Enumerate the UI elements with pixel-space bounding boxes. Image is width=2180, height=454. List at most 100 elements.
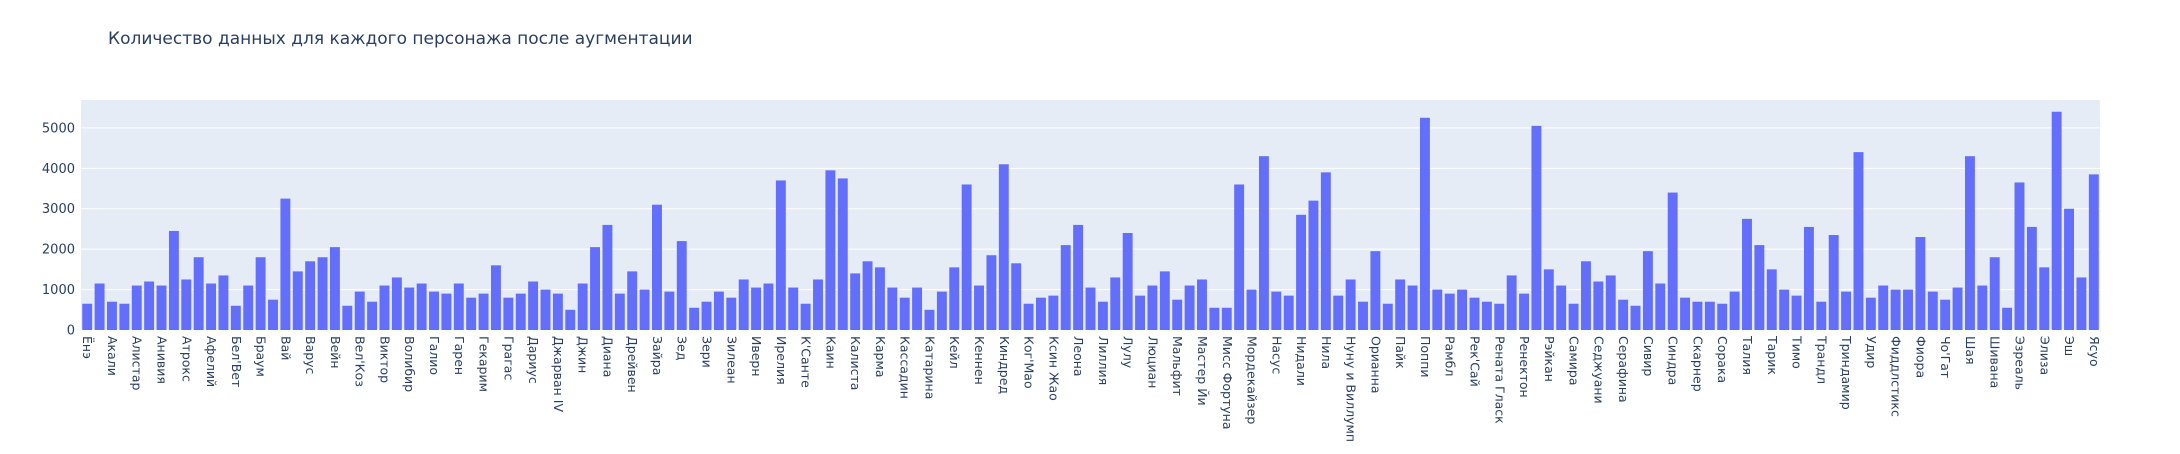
bar (1122, 232, 1133, 330)
bar (107, 301, 117, 330)
x-tick-label: Леона (1071, 336, 1086, 377)
x-tick-label: Иверн (749, 336, 764, 377)
bar (2026, 226, 2037, 330)
bar (961, 184, 972, 330)
bar (206, 283, 217, 330)
bar (1543, 269, 1554, 330)
bar (1556, 285, 1567, 330)
x-tick-label: Лулу (1121, 336, 1136, 369)
bar (2064, 208, 2074, 330)
bar (986, 255, 997, 330)
bar (1729, 291, 1740, 330)
bar (1097, 301, 1108, 330)
bar (1159, 271, 1170, 330)
bar (1481, 301, 1492, 330)
bar (1147, 285, 1158, 330)
bar (1977, 285, 1988, 330)
bar (1717, 303, 1728, 330)
bar (1506, 275, 1517, 330)
bar (1841, 291, 1852, 330)
bar (1655, 283, 1666, 330)
x-tick-label: Бел'Вет (229, 336, 244, 387)
y-tick-label: 3000 (42, 202, 75, 217)
bar (726, 297, 737, 330)
x-tick-label: Нила (1319, 336, 1334, 369)
x-tick-label: Фиора (1913, 336, 1928, 378)
x-tick-label: Тимо (1790, 335, 1805, 369)
x-tick-label: Седжуани (1591, 336, 1606, 404)
bar (1209, 307, 1220, 330)
bar (614, 293, 625, 330)
x-tick-label: Зилеан (724, 336, 739, 384)
bar (1246, 289, 1257, 330)
x-tick-label: Ёнэ (80, 336, 95, 359)
x-tick-label: Афелий (204, 336, 219, 387)
bar (168, 230, 179, 330)
bar (1271, 291, 1282, 330)
x-tick-label: Карма (873, 336, 888, 378)
bar (82, 303, 93, 330)
bar (156, 285, 167, 330)
bar (1853, 152, 1864, 330)
bar (379, 285, 390, 330)
bar (1519, 293, 1529, 330)
bar (1469, 297, 1480, 330)
bar (329, 247, 340, 330)
bar (453, 283, 464, 330)
bar (850, 273, 861, 330)
x-tick-label: Гекарим (477, 336, 492, 392)
bar (664, 291, 675, 330)
x-tick-label: Эзреаль (2012, 336, 2027, 390)
x-tick-label: Джарван IV (551, 336, 566, 412)
x-tick-label: Ирелия (774, 336, 789, 385)
bar (924, 309, 935, 330)
x-tick-label: Чо'Гат (1938, 336, 1953, 378)
bar (652, 204, 662, 330)
y-tick-label: 1000 (42, 283, 75, 298)
bar (974, 285, 984, 330)
x-tick-label: Ренектон (1517, 336, 1532, 398)
x-tick-label: Акали (105, 336, 120, 376)
bar (639, 289, 650, 330)
bar (775, 180, 786, 330)
bar (1296, 214, 1307, 330)
bar (416, 283, 427, 330)
x-tick-label: Дрейвен (625, 336, 640, 393)
bar (1593, 281, 1604, 330)
bar (689, 307, 700, 330)
x-tick-label: Мордекайзер (1245, 336, 1260, 424)
bar (193, 257, 204, 330)
y-tick-label: 2000 (42, 243, 75, 258)
x-tick-label: Вел'Коз (353, 336, 368, 387)
bar (676, 241, 687, 330)
bar (1320, 172, 1331, 330)
x-tick-label: Поппи (1418, 336, 1433, 378)
bar (503, 297, 514, 330)
bar (1964, 156, 1975, 330)
x-tick-label: Зед (675, 336, 690, 360)
x-tick-label: Грагас (501, 336, 516, 380)
x-tick-label: Сорака (1715, 336, 1730, 383)
bar (1370, 251, 1381, 330)
bar (1172, 299, 1183, 330)
x-tick-label: Элиза (2037, 336, 2052, 375)
bar (874, 267, 885, 330)
x-tick-label: Алистар (130, 336, 145, 390)
x-tick-label: Вай (278, 336, 293, 360)
bar (837, 178, 848, 330)
bar (354, 291, 365, 330)
bar (292, 271, 303, 330)
x-tick-label: Гарен (452, 336, 467, 375)
bar (1766, 269, 1777, 330)
bar (1878, 285, 1889, 330)
bar (1754, 245, 1765, 330)
bar (825, 170, 836, 330)
bar (590, 247, 600, 330)
bar (1035, 297, 1046, 330)
bar (1407, 285, 1418, 330)
bar (1989, 257, 2000, 330)
x-tick-label: Сивир (1641, 336, 1656, 376)
x-tick-label: Эш (2062, 336, 2077, 356)
bar (1531, 125, 1542, 330)
x-tick-label: Скарнер (1690, 336, 1705, 392)
